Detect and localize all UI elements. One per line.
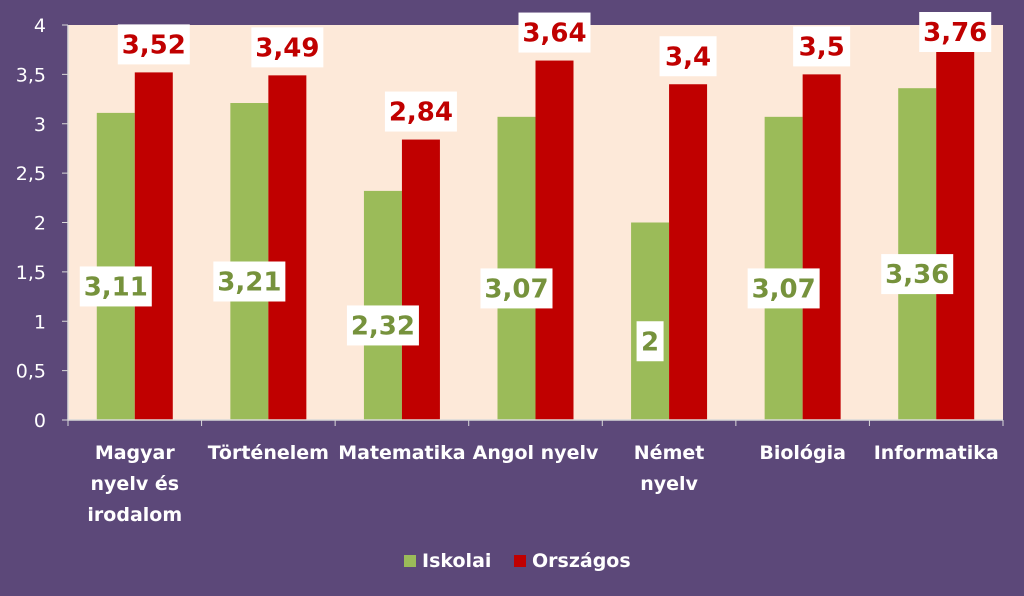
bar-orszagos <box>535 60 574 421</box>
data-label-iskolai-box <box>480 268 553 309</box>
y-tick-label: 4 <box>34 15 46 37</box>
legend-label-orszagos: Országos <box>532 550 631 572</box>
data-label-iskolai: 2,32 <box>351 311 415 341</box>
data-label-iskolai-box <box>213 261 286 302</box>
bar-orszagos <box>802 74 841 420</box>
data-label-orszagos-box <box>919 12 992 52</box>
bar-orszagos <box>134 72 173 421</box>
x-category-label: Angol nyelv <box>473 442 599 464</box>
bar-orszagos <box>936 48 975 420</box>
data-label-orszagos-box <box>659 36 717 77</box>
y-tick-label: 3 <box>34 114 46 136</box>
data-label-orszagos: 3,64 <box>522 19 586 49</box>
data-label-orszagos-box <box>518 12 591 53</box>
legend-label-iskolai: Iskolai <box>422 550 491 572</box>
data-label-iskolai: 3,11 <box>84 272 148 302</box>
y-tick-label: 1,5 <box>16 262 46 284</box>
y-tick-label: 0,5 <box>16 361 46 383</box>
x-category-label: nyelv és <box>91 473 180 495</box>
data-label-orszagos: 3,49 <box>255 33 319 63</box>
data-label-orszagos: 3,5 <box>799 32 845 62</box>
data-label-iskolai: 3,21 <box>217 268 281 298</box>
y-tick-label: 0 <box>34 410 46 432</box>
x-category-label: Történelem <box>208 442 329 464</box>
data-label-iskolai: 2 <box>641 327 659 357</box>
data-label-orszagos: 2,84 <box>389 98 453 128</box>
y-tick-label: 2,5 <box>16 163 46 185</box>
bar-orszagos <box>268 75 307 421</box>
legend-swatch-iskolai <box>404 555 416 567</box>
bar-orszagos <box>401 139 440 421</box>
data-label-iskolai: 3,07 <box>752 274 816 304</box>
x-category-label: irodalom <box>87 504 182 526</box>
bar-iskolai <box>898 88 937 420</box>
data-label-iskolai-box <box>79 266 152 307</box>
x-category-label: nyelv <box>640 473 698 495</box>
bar-iskolai <box>230 103 269 420</box>
y-tick-label: 3,5 <box>16 64 46 86</box>
data-label-orszagos-box <box>793 26 851 67</box>
data-label-orszagos-box <box>384 91 457 132</box>
data-label-orszagos: 3,4 <box>665 42 711 72</box>
data-label-orszagos-box <box>117 24 190 65</box>
data-label-iskolai-box <box>346 305 419 346</box>
data-label-orszagos-box <box>251 27 324 68</box>
x-category-label: Magyar <box>95 442 176 464</box>
data-label-iskolai-box <box>881 254 954 295</box>
x-category-label: Informatika <box>874 442 999 464</box>
x-category-label: Biológia <box>759 442 846 464</box>
data-label-iskolai: 3,36 <box>885 260 949 290</box>
data-label-iskolai-box <box>636 321 664 362</box>
y-tick-label: 1 <box>34 311 46 333</box>
data-label-orszagos: 3,52 <box>122 30 186 60</box>
data-label-iskolai: 3,07 <box>484 274 548 304</box>
x-category-label: Matematika <box>338 442 465 464</box>
bar-iskolai <box>96 112 135 420</box>
y-tick-label: 2 <box>34 213 46 235</box>
bar-orszagos <box>669 84 708 420</box>
data-label-orszagos: 3,76 <box>923 18 987 48</box>
legend-swatch-orszagos <box>514 555 526 567</box>
data-label-iskolai-box <box>747 268 820 309</box>
x-category-label: Német <box>634 442 705 464</box>
